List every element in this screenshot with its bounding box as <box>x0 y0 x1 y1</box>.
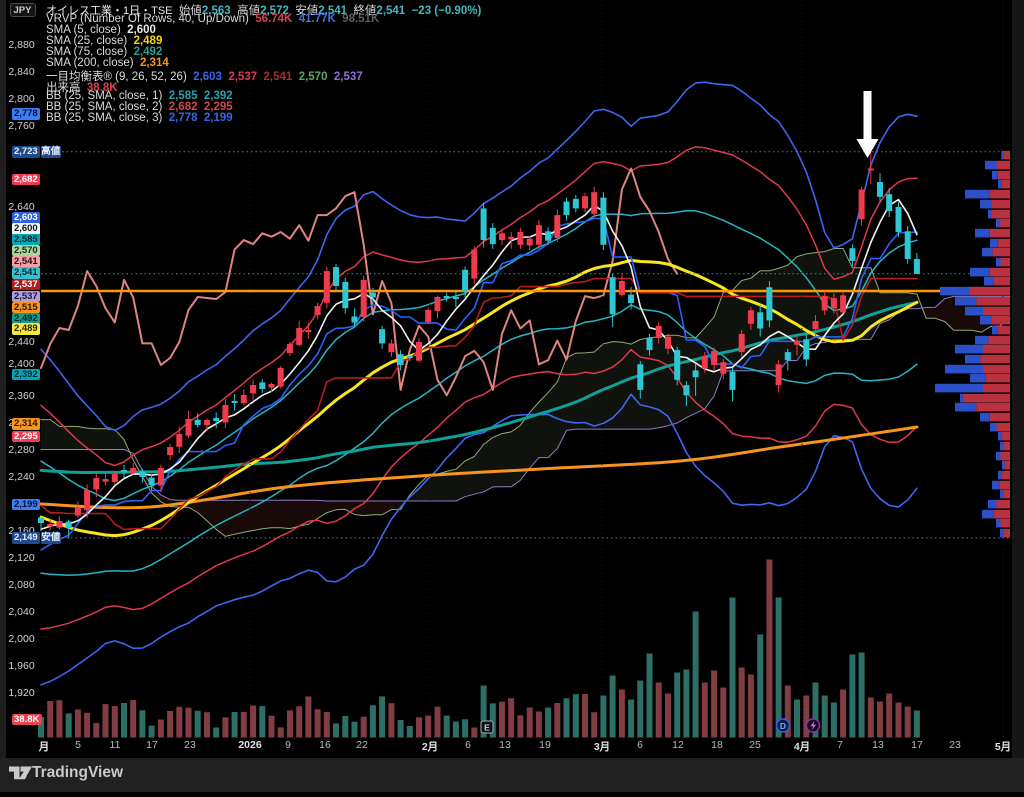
svg-text:D: D <box>780 721 786 731</box>
svg-text:E: E <box>484 723 490 733</box>
svg-text:TradingView: TradingView <box>32 764 124 781</box>
